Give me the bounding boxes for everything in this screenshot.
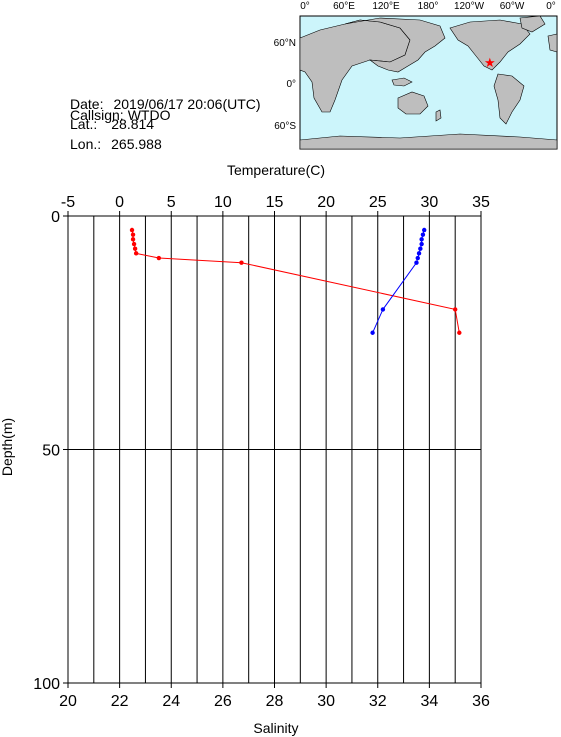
date-row: Date: 2019/06/17 20:06(UTC) [70,96,261,112]
land-indonesia [391,77,413,87]
data-point [414,260,419,265]
data-point [370,330,375,335]
data-point [129,227,135,233]
land-south-america [493,73,525,125]
data-point [420,232,426,237]
bottom-tick-label: 20 [59,693,77,710]
land-greenland [519,15,546,33]
series-line [131,229,460,333]
bottom-tick-label: 32 [369,693,387,710]
map-lon-tick: 60°W [500,1,525,12]
data-point [156,255,162,261]
data-point [131,241,137,247]
date-label: Date: [70,96,104,112]
map-lat-tick: 60°N [274,38,296,49]
bottom-tick-label: 24 [162,693,180,710]
data-point [416,251,422,256]
lat-value: 28.814 [111,116,155,132]
data-point [132,246,138,251]
lon-row: Lon.: 265.988 [70,136,162,152]
land-australia [397,91,429,115]
bottom-axis: 20 22 24 26 28 30 32 34 36 [59,683,490,710]
land-north-america [449,19,531,71]
top-tick-label: -5 [61,194,75,211]
y-tick-label: 100 [33,676,60,693]
plot-frame [67,215,482,684]
data-point [130,237,136,242]
y-tick-label: 0 [51,209,60,226]
top-tick-label: 15 [266,194,284,211]
lat-row: Lat.: 28.814 [70,116,154,132]
bottom-tick-label: 22 [111,693,129,710]
land-asia [344,17,446,73]
series-line [372,229,425,334]
station-marker-icon: ★ [484,55,496,70]
y-tick-label: 50 [42,443,60,460]
map-landmasses [299,15,558,150]
top-axis: -5 0 5 10 15 20 25 30 35 [61,194,490,216]
bottom-tick-label: 36 [472,693,490,710]
map-lat-tick: 0° [286,79,296,90]
bottom-axis-title: Salinity [253,720,298,736]
map-lon-tick: 60°E [333,1,355,12]
bottom-tick-label: 30 [317,693,335,710]
world-map: 0° 60°E 120°E 180° 120°W 60°W 0° 60°N 0°… [274,1,558,150]
map-lat-tick: 60°S [274,121,296,132]
map-lon-tick: 120°E [372,1,400,12]
land-new-zealand [435,109,442,122]
callsign-row: Callsign: WTDO [70,107,170,123]
callsign-label: Callsign: [70,107,124,123]
data-point [133,251,139,256]
lon-label: Lon.: [70,136,102,152]
data-point [419,241,424,247]
top-tick-label: 0 [115,194,124,211]
top-tick-label: 35 [472,194,490,211]
data-point [419,237,424,242]
top-tick-label: 30 [420,194,438,211]
top-tick-label: 20 [317,194,335,211]
y-axis-title: Depth(m) [0,418,15,476]
top-tick-label: 10 [214,194,232,211]
land-europe-east-edge [547,33,558,53]
bottom-tick-label: 34 [420,693,438,710]
map-lon-tick: 120°W [454,1,485,12]
data-point [452,307,458,312]
left-axis: 0 50 100 [33,209,68,693]
top-tick-label: 25 [369,194,387,211]
map-lon-tick: 0° [300,1,310,12]
bottom-tick-label: 26 [214,693,232,710]
data-point [130,232,136,237]
data-point [380,307,386,312]
map-axis-labels: 0° 60°E 120°E 180° 120°W 60°W 0° 60°N 0°… [274,1,556,132]
callsign-value: WTDO [127,107,171,123]
series-layer [129,227,462,335]
chart-grid [68,216,481,683]
data-point [422,227,427,233]
station-info: Callsign: WTDO [70,75,170,139]
date-value: 2019/06/17 20:06(UTC) [113,96,261,112]
map-lon-tick: 0° [546,1,556,12]
land-antarctica [299,133,558,150]
map-lon-tick: 180° [418,1,439,12]
lat-label: Lat.: [70,116,98,132]
bottom-tick-label: 28 [266,693,284,710]
data-point [239,260,244,265]
lon-value: 265.988 [111,136,162,152]
data-point [415,255,420,261]
top-tick-label: 5 [167,194,176,211]
data-point [418,246,423,251]
data-point [457,330,462,335]
